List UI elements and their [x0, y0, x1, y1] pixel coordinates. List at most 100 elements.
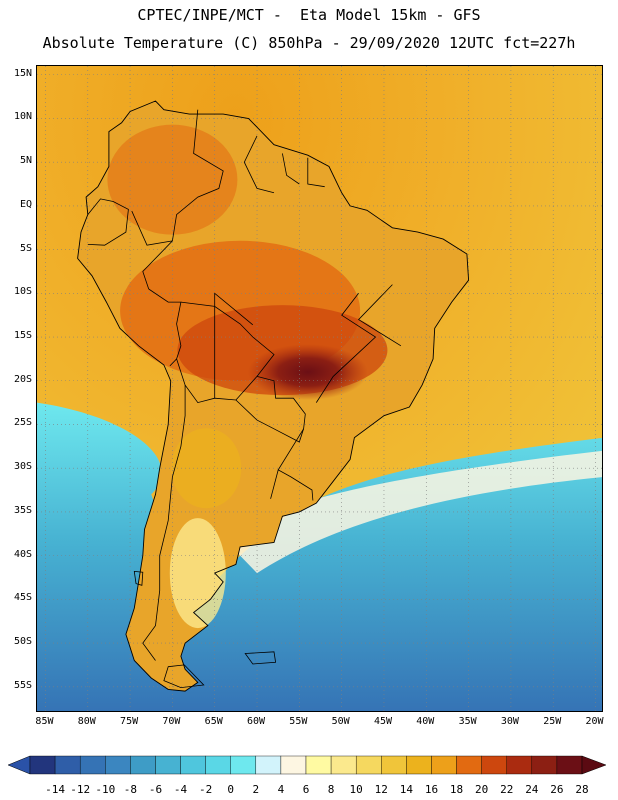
lat-tick-label: 20S	[13, 373, 32, 385]
lon-tick-label: 65W	[204, 716, 223, 727]
country-border	[277, 428, 314, 501]
colorbar-segment	[506, 755, 533, 775]
colorbar-segment	[155, 755, 181, 775]
lat-tick-label: 50S	[13, 636, 32, 648]
colorbar-segment	[456, 755, 482, 775]
lat-tick-label: 5S	[19, 242, 32, 254]
colorbar-segment	[130, 755, 156, 775]
colorbar-tick-label: 18	[449, 783, 464, 796]
lat-tick-label: 45S	[13, 592, 32, 604]
field-warm-north	[107, 124, 238, 235]
colorbar-tick-label: -10	[95, 783, 116, 796]
country-border	[142, 109, 224, 290]
colorbar-segment	[230, 755, 257, 775]
lon-tick-label: 50W	[331, 716, 350, 727]
lon-tick-label: 35W	[458, 716, 477, 727]
lon-tick-label: 85W	[35, 716, 54, 727]
lon-tick-label: 70W	[162, 716, 181, 727]
colorbar-tick-label: -12	[70, 783, 91, 796]
island-outline	[163, 664, 205, 689]
lon-tick-label: 75W	[120, 716, 139, 727]
colorbar-tick-label: 0	[227, 783, 235, 796]
lat-tick-label: 35S	[13, 504, 32, 516]
lon-tick-label: 30W	[500, 716, 519, 727]
colorbar-tick-label: -2	[199, 783, 213, 796]
colorbar-tick-label: 22	[500, 783, 514, 796]
colorbar-tick-label: 6	[302, 783, 310, 796]
island-outline	[133, 570, 144, 586]
colorbar-tick-label: 10	[349, 783, 363, 796]
colorbar-tick-label: 12	[374, 783, 388, 796]
colorbar-tick-label: -14	[45, 783, 66, 796]
colorbar-tick-label: 2	[252, 783, 260, 796]
colorbar-segment	[79, 755, 106, 775]
lat-tick-label: 15S	[13, 330, 32, 342]
map-frame[interactable]	[36, 65, 603, 712]
lat-tick-label: 15N	[13, 67, 32, 79]
lat-tick-label: 30S	[13, 461, 32, 473]
field-argentina-warm	[171, 428, 242, 509]
lon-tick-label: 20W	[585, 716, 604, 727]
colorbar-tick-label: 24	[525, 783, 539, 796]
colorbar-segment	[205, 755, 231, 775]
lat-tick-label: 55S	[13, 679, 32, 691]
colorbar-tick-label: 16	[424, 783, 439, 796]
country-border	[357, 284, 402, 347]
temperature-map[interactable]	[37, 66, 603, 712]
colorbar-segment	[305, 755, 332, 775]
colorbar-segment	[381, 755, 407, 775]
temperature-colorbar	[8, 755, 607, 775]
colorbar-tick-label: 28	[575, 783, 589, 796]
lon-tick-label: 55W	[289, 716, 308, 727]
colorbar-segment	[556, 755, 583, 775]
lat-tick-label: 10N	[13, 111, 32, 123]
temperature-field-layer	[37, 66, 602, 711]
country-border	[243, 135, 275, 194]
lon-tick-label: 80W	[77, 716, 96, 727]
lat-lon-grid	[37, 66, 602, 711]
colorbar-tick-label: 20	[475, 783, 489, 796]
colorbar-segment	[481, 755, 507, 775]
colorbar-tick-label: 14	[399, 783, 413, 796]
country-borders	[77, 100, 470, 692]
country-border	[315, 293, 377, 403]
colorbar-tick-label: 4	[277, 783, 285, 796]
country-border	[270, 469, 279, 499]
lat-tick-label: 10S	[13, 286, 32, 298]
coastline	[77, 100, 470, 692]
colorbar-tick-label: -4	[173, 783, 188, 796]
colorbar-segment	[54, 755, 81, 775]
lat-tick-label: EQ	[19, 198, 32, 210]
lon-tick-label: 40W	[416, 716, 435, 727]
lat-tick-label: 40S	[13, 548, 32, 560]
title-line-2: Absolute Temperature (C) 850hPa - 29/09/…	[42, 34, 576, 52]
colorbar-segment	[29, 755, 56, 775]
colorbar-arrow-right	[581, 755, 607, 775]
colorbar-segment	[431, 755, 457, 775]
colorbar-tick-label: 26	[550, 783, 564, 796]
country-border	[131, 210, 173, 246]
country-border	[142, 385, 186, 661]
field-hot-core	[247, 344, 368, 401]
colorbar-segment	[406, 755, 432, 775]
island-outline	[244, 651, 277, 665]
colorbar-tick-label: -6	[148, 783, 163, 796]
lat-tick-label: 25S	[13, 417, 32, 429]
country-border	[87, 198, 129, 246]
country-border	[235, 376, 306, 443]
title-line-1: CPTEC/INPE/MCT - Eta Model 15km - GFS	[137, 6, 481, 24]
colorbar-segment	[255, 755, 282, 775]
lon-tick-label: 45W	[373, 716, 392, 727]
colorbar-tick-label: -8	[123, 783, 137, 796]
country-border	[307, 157, 325, 188]
country-border	[214, 292, 254, 399]
colorbar-tick-label: 8	[327, 783, 335, 796]
country-border	[282, 153, 300, 185]
lon-tick-label: 25W	[543, 716, 562, 727]
colorbar-segment	[180, 755, 206, 775]
colorbar-arrow-left	[8, 755, 31, 775]
field-cool-fringe	[223, 450, 602, 574]
lat-tick-label: 5N	[19, 155, 32, 167]
colorbar-segment	[280, 755, 307, 775]
colorbar-segment	[531, 755, 558, 775]
